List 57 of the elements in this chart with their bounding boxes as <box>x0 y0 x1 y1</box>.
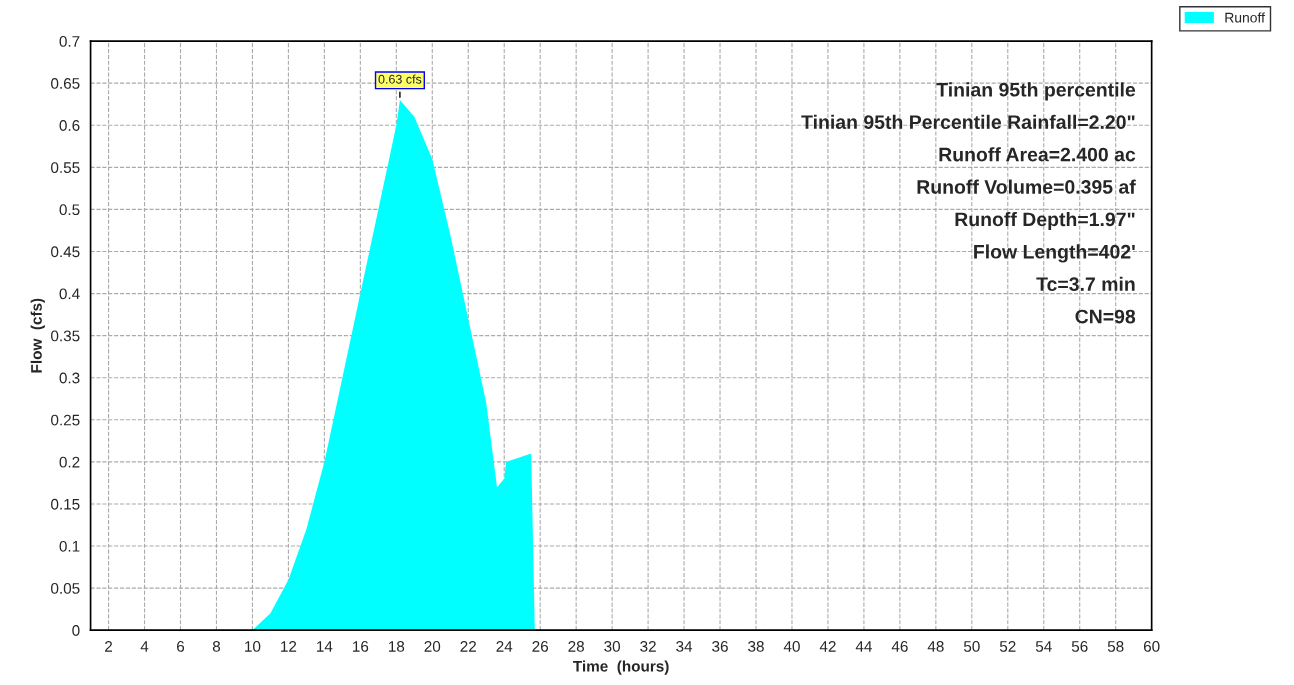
annotation: Tinian 95th Percentile Rainfall=2.20" <box>801 114 1135 130</box>
y-tick-label: 0.6 <box>59 120 80 131</box>
x-tick-label: 20 <box>424 641 441 652</box>
x-tick-label: 34 <box>676 641 693 652</box>
x-tick-label: 32 <box>640 641 656 652</box>
x-tick-label: 38 <box>748 641 764 652</box>
legend-label: Runoff <box>1225 12 1265 23</box>
annotation: Tinian 95th percentile <box>936 82 1136 101</box>
x-tick-label: 12 <box>281 641 297 652</box>
annotation: CN=98 <box>1075 309 1136 324</box>
y-tick-label: 0.7 <box>59 35 80 47</box>
x-tick-label: 44 <box>855 641 872 652</box>
x-tick-label: 8 <box>212 641 221 652</box>
y-tick-label: 0.35 <box>51 330 80 342</box>
annotation: Tc=3.7 min <box>1036 276 1135 292</box>
x-tick-label: 58 <box>1107 641 1124 652</box>
x-tick-label: 18 <box>388 641 405 652</box>
x-tick-label: 10 <box>245 641 261 652</box>
x-tick-label: 54 <box>1035 641 1052 652</box>
x-tick-label: 14 <box>317 641 333 652</box>
y-tick-label: 0.2 <box>59 456 80 468</box>
x-tick-label: 4 <box>140 641 149 652</box>
x-tick-label: 22 <box>460 641 476 652</box>
y-tick-label: 0.25 <box>51 414 80 426</box>
y-axis-title: Flow (cfs) <box>30 298 45 373</box>
x-tick-label: 28 <box>568 641 584 652</box>
x-tick-label: 56 <box>1071 641 1088 652</box>
x-tick-label: 48 <box>927 641 944 652</box>
y-tick-label: 0.55 <box>51 162 80 174</box>
y-tick-label: 0.65 <box>51 78 80 89</box>
x-tick-label: 60 <box>1143 641 1160 652</box>
annotation: 0.63 cfs <box>378 74 422 84</box>
y-tick-label: 0.15 <box>51 498 80 510</box>
x-tick-label: 6 <box>177 641 185 652</box>
x-tick-label: 30 <box>604 641 621 652</box>
annotation: Runoff Depth=1.97" <box>955 211 1135 231</box>
x-tick-label: 46 <box>891 641 908 652</box>
y-tick-label: 0.45 <box>51 246 80 258</box>
x-tick-label: 36 <box>712 641 728 652</box>
x-tick-label: 16 <box>353 641 369 652</box>
y-tick-label: 0 <box>72 625 80 636</box>
y-tick-label: 0.3 <box>59 372 80 384</box>
y-tick-label: 0.05 <box>51 582 80 594</box>
x-tick-label: 50 <box>963 641 980 652</box>
x-tick-label: 40 <box>783 641 800 652</box>
annotation: Runoff Area=2.400 ac <box>939 147 1136 162</box>
y-tick-label: 0.4 <box>59 288 80 300</box>
annotation: Flow Length=402' <box>974 244 1135 263</box>
x-tick-label: 52 <box>999 641 1016 652</box>
x-tick-label: 26 <box>532 641 549 652</box>
x-tick-label: 24 <box>496 641 513 652</box>
annotation: Runoff Volume=0.395 af <box>917 179 1136 194</box>
y-tick-label: 0.5 <box>59 204 80 216</box>
x-axis-title: Time (hours) <box>573 660 669 675</box>
x-tick-label: 2 <box>105 641 113 652</box>
x-tick-label: 42 <box>819 641 836 652</box>
y-tick-label: 0.1 <box>59 540 80 552</box>
